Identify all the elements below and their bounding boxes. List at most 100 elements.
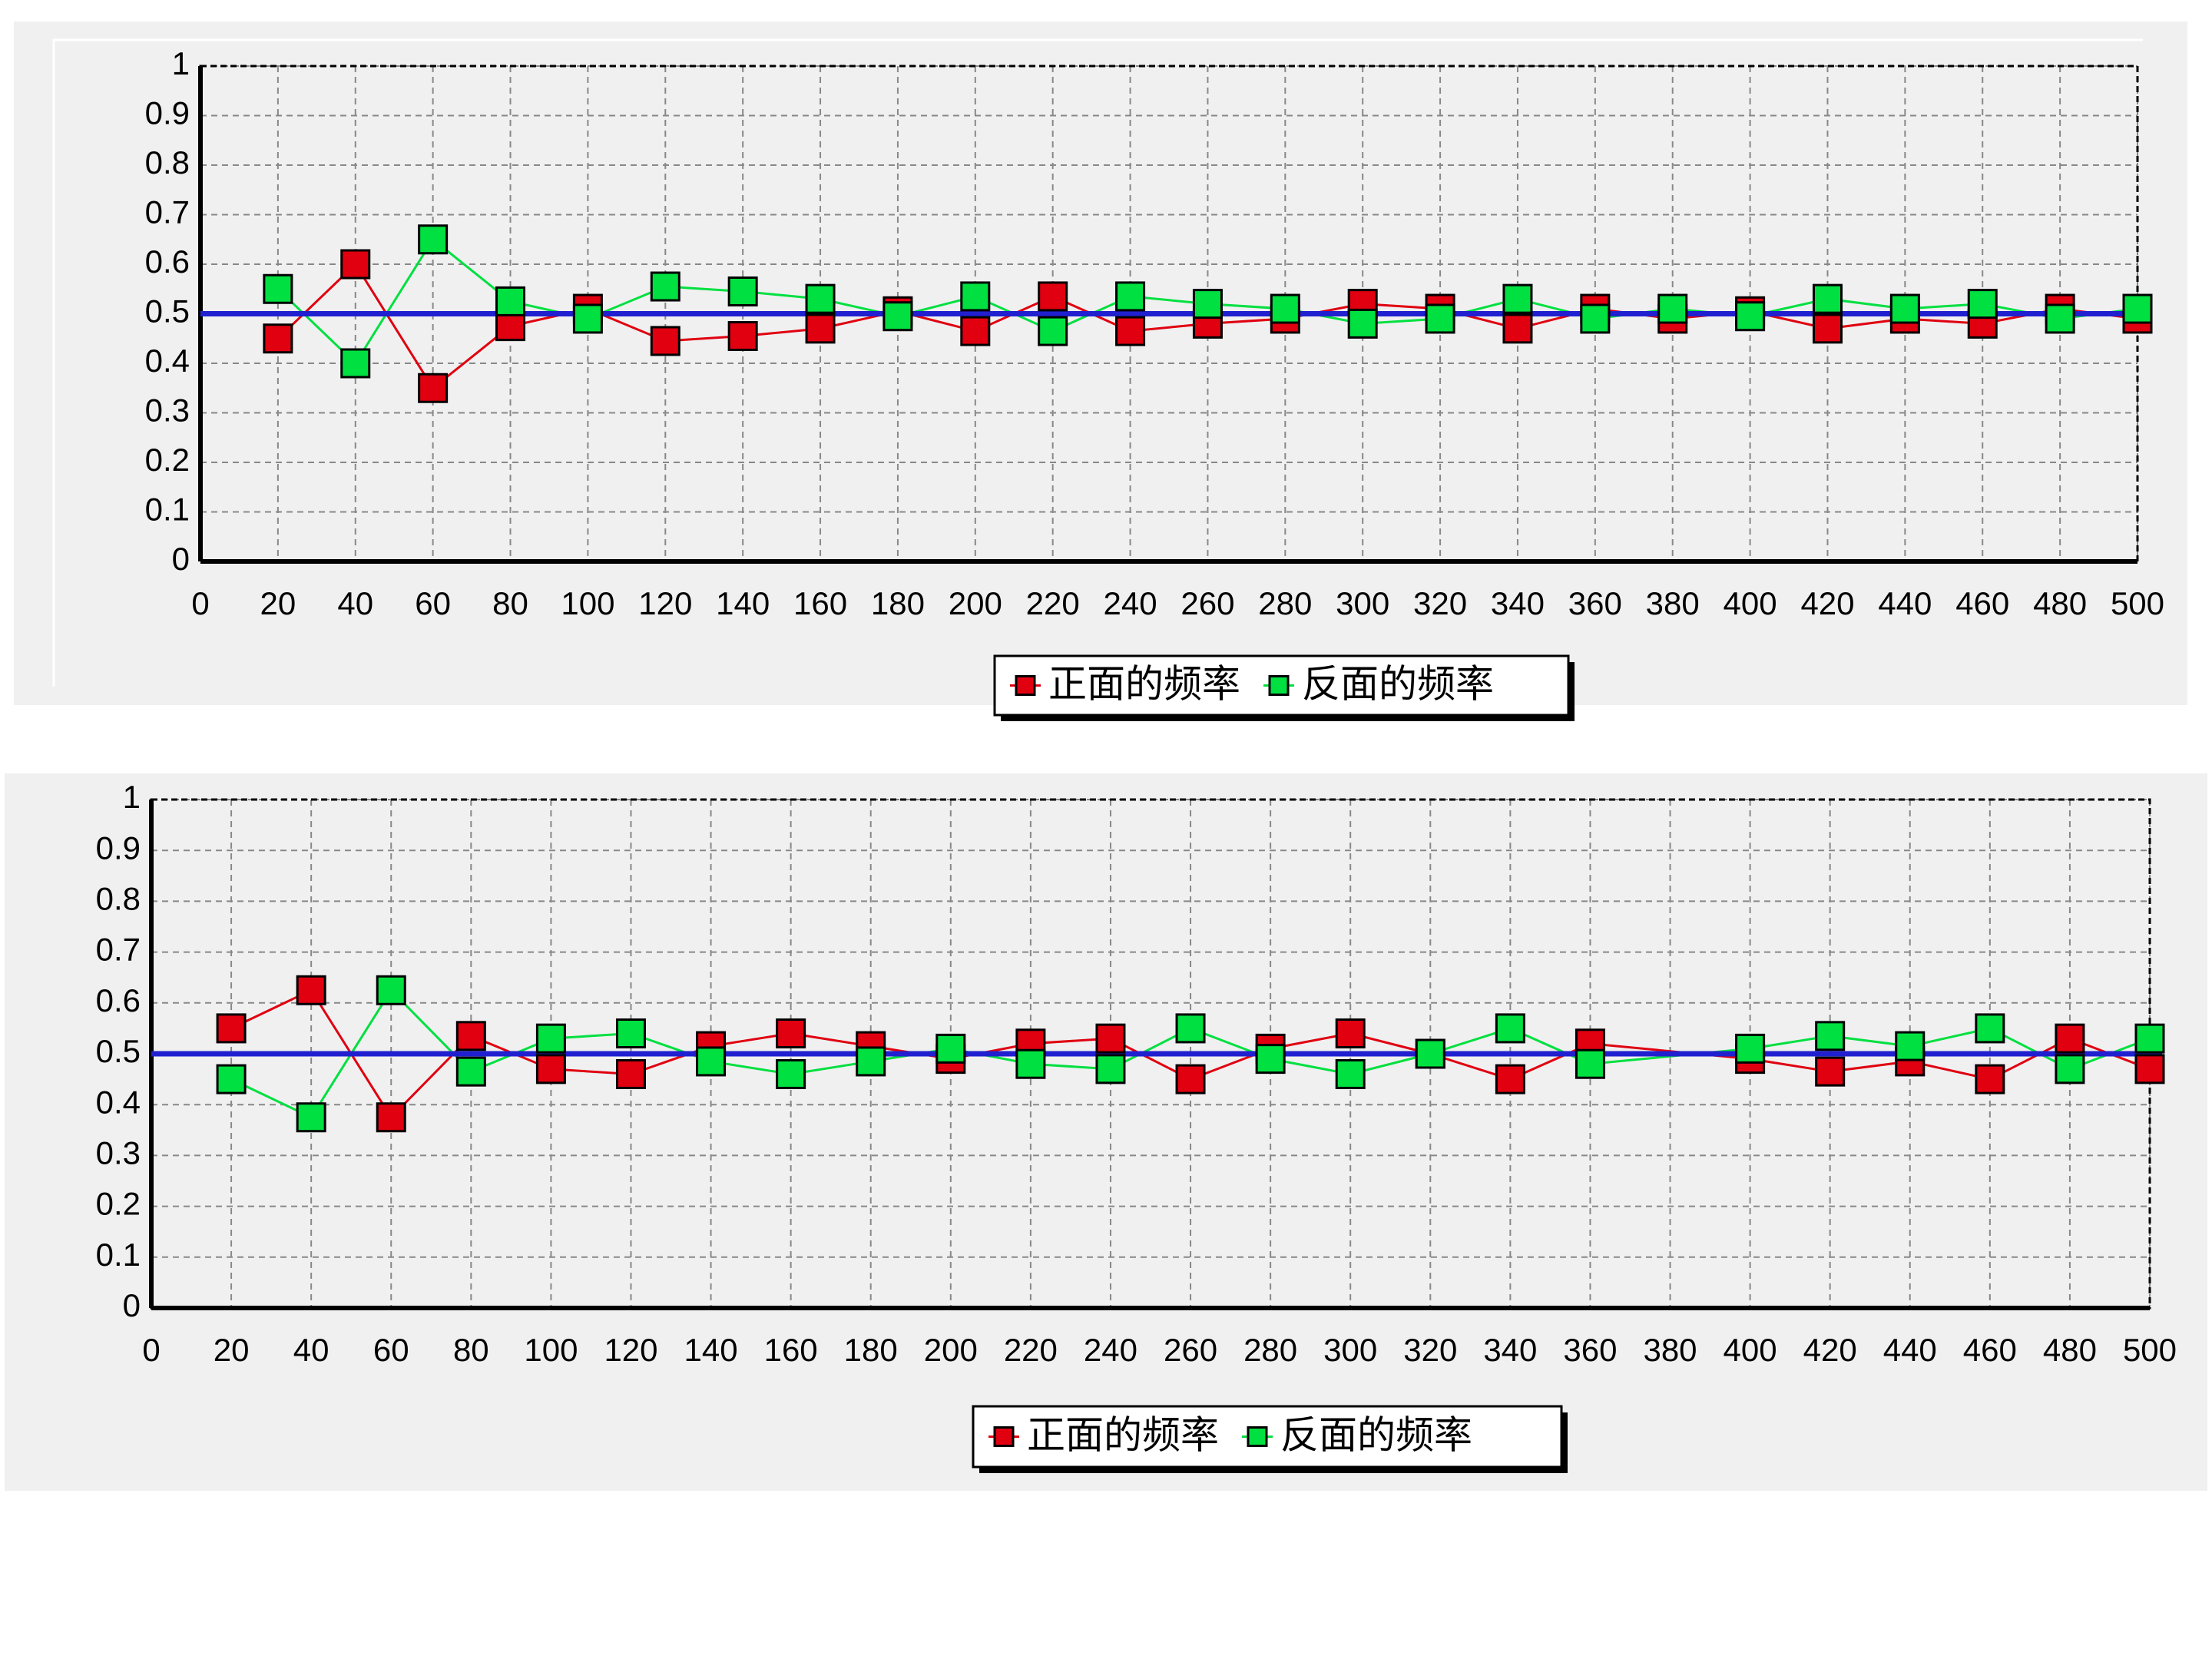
data-point [727, 276, 758, 306]
y-tick-label: 0.1 [96, 1237, 141, 1273]
x-tick-label: 0 [191, 585, 209, 621]
data-point [1038, 281, 1068, 312]
legend-marker [1268, 675, 1290, 696]
x-tick-label: 420 [1800, 585, 1854, 621]
y-tick-label: 0.7 [96, 932, 141, 968]
x-tick-label: 320 [1413, 585, 1467, 621]
data-point [1175, 1013, 1206, 1044]
panel-border [52, 38, 2143, 687]
data-point [1415, 1038, 1445, 1069]
legend-label: 正面的频率 [1027, 1414, 1219, 1457]
y-tick-label: 1 [172, 45, 190, 81]
x-tick-label: 300 [1323, 1332, 1377, 1368]
data-point [960, 281, 991, 312]
data-point [1192, 289, 1223, 320]
data-point [1335, 1018, 1366, 1049]
y-tick-label: 0 [123, 1287, 141, 1323]
x-tick-label: 20 [260, 585, 296, 621]
x-tick-label: 200 [949, 585, 1002, 621]
x-tick-label: 500 [2111, 585, 2164, 621]
data-point [1815, 1021, 1846, 1051]
data-point [1657, 293, 1688, 324]
data-point [535, 1023, 566, 1054]
data-point [2055, 1023, 2085, 1054]
x-tick-label: 80 [453, 1332, 489, 1368]
y-tick-label: 0.8 [96, 880, 141, 916]
data-point [805, 313, 836, 344]
x-tick-label: 460 [1963, 1332, 2017, 1368]
data-point [882, 301, 913, 332]
y-tick-label: 0.6 [96, 982, 141, 1018]
legend-marker [1015, 675, 1036, 696]
x-tick-label: 160 [793, 585, 847, 621]
legend-label: 反面的频率 [1302, 663, 1494, 706]
data-point [1347, 308, 1378, 339]
x-tick-label: 360 [1563, 1332, 1617, 1368]
x-tick-label: 380 [1646, 585, 1700, 621]
x-tick-label: 100 [524, 1332, 578, 1368]
data-point [1975, 1013, 2005, 1044]
data-point [1502, 283, 1533, 314]
x-tick-label: 160 [764, 1332, 818, 1368]
x-tick-label: 280 [1243, 1332, 1297, 1368]
data-point [1975, 1064, 2005, 1094]
y-tick-label: 0.4 [145, 343, 190, 379]
x-tick-label: 360 [1568, 585, 1622, 621]
data-point [805, 283, 836, 314]
data-point [216, 1064, 247, 1094]
x-tick-label: 40 [337, 585, 373, 621]
data-point [2055, 1054, 2085, 1084]
data-point [935, 1033, 966, 1064]
panel-background [5, 773, 2207, 1491]
x-tick-label: 420 [1803, 1332, 1857, 1368]
data-point [1095, 1023, 1126, 1054]
x-tick-label: 280 [1258, 585, 1312, 621]
data-point [418, 224, 449, 255]
data-point [1580, 303, 1611, 334]
data-point [1735, 1033, 1766, 1064]
y-tick-label: 0 [172, 541, 190, 577]
data-point [1335, 1058, 1366, 1089]
x-tick-label: 120 [604, 1332, 657, 1368]
data-point [615, 1058, 646, 1089]
x-tick-label: 240 [1084, 1332, 1137, 1368]
y-tick-label: 0.7 [145, 194, 190, 230]
x-tick-label: 260 [1164, 1332, 1217, 1368]
data-point [216, 1013, 247, 1044]
data-point [776, 1058, 806, 1089]
x-tick-label: 60 [373, 1332, 409, 1368]
data-point [1115, 316, 1146, 346]
data-point [1015, 1048, 1046, 1079]
x-tick-label: 140 [684, 1332, 738, 1368]
legend-label: 反面的频率 [1280, 1414, 1472, 1457]
x-tick-label: 440 [1883, 1332, 1937, 1368]
x-tick-label: 140 [716, 585, 770, 621]
x-tick-label: 480 [2043, 1332, 2097, 1368]
legend-label: 正面的频率 [1048, 663, 1240, 706]
data-point [615, 1018, 646, 1049]
data-point [418, 373, 449, 403]
data-point [960, 316, 991, 346]
x-tick-label: 0 [142, 1332, 160, 1368]
x-tick-label: 380 [1643, 1332, 1697, 1368]
data-point [455, 1021, 486, 1051]
x-tick-label: 460 [1955, 585, 2009, 621]
data-point [650, 271, 680, 302]
data-point [1255, 1044, 1286, 1075]
x-tick-label: 80 [492, 585, 528, 621]
y-tick-label: 0.8 [145, 144, 190, 180]
data-point [535, 1054, 566, 1084]
data-point [1815, 1056, 1846, 1087]
y-tick-label: 0.3 [145, 392, 190, 429]
data-point [263, 273, 293, 304]
data-point [1425, 303, 1455, 334]
legend-marker [1247, 1426, 1268, 1447]
data-point [650, 326, 680, 356]
data-point [296, 1102, 326, 1133]
y-tick-label: 0.5 [96, 1033, 141, 1069]
x-tick-label: 400 [1724, 1332, 1777, 1368]
x-tick-label: 60 [415, 585, 451, 621]
x-tick-label: 200 [924, 1332, 978, 1368]
x-tick-label: 340 [1483, 1332, 1537, 1368]
